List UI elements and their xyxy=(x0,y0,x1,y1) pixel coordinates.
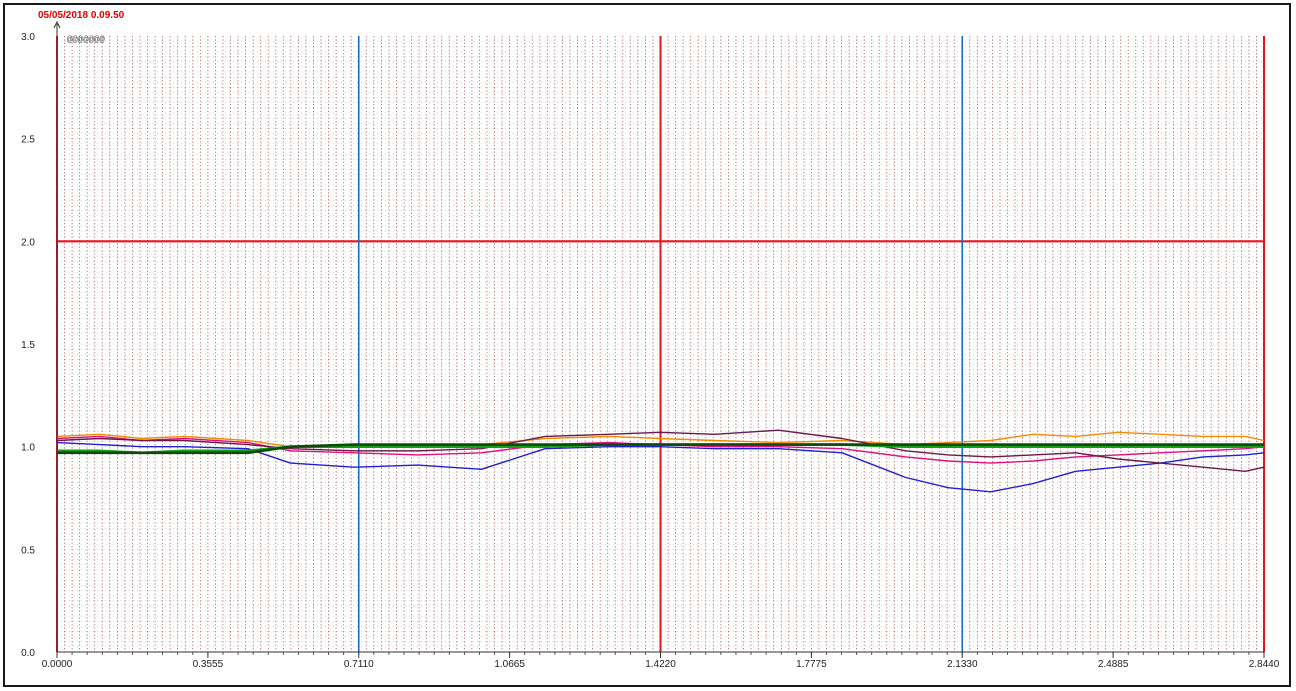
x-tick-label: 1.7775 xyxy=(796,659,827,670)
series-line-3 xyxy=(56,441,1265,493)
series-line-2 xyxy=(56,435,1265,464)
timestamp-label: 05/05/2018 0.09.50 xyxy=(38,10,125,21)
series-line-6 xyxy=(57,443,1264,455)
line-chart: 0.0000 0.3555 0.7110 1.0665 1.4220 1.7775 2.13… xyxy=(21,10,1280,670)
y-tick-label: 2.0 xyxy=(21,237,35,248)
x-tick-label: 0.3555 xyxy=(193,659,224,670)
chart-frame: 0.0000 0.3555 0.7110 1.0665 1.4220 1.7775 2.13… xyxy=(3,3,1291,687)
y-tick-label: 2.5 xyxy=(21,135,35,146)
legend-marker: @@@@@@@ xyxy=(67,35,105,45)
grid-layer xyxy=(57,36,1264,652)
x-tick-label: 0.0000 xyxy=(42,659,73,670)
series-line-1 xyxy=(56,431,1265,448)
y-tick-label: 0.0 xyxy=(21,648,35,659)
y-tick-label: 1.5 xyxy=(21,340,35,351)
x-tick-label: 1.0665 xyxy=(494,659,525,670)
series-line-4 xyxy=(56,429,1265,472)
x-tick-label: 0.7110 xyxy=(344,659,374,670)
y-tick-label: 0.5 xyxy=(21,545,35,556)
x-tick-label: 1.4220 xyxy=(645,659,676,670)
x-tick-label: 2.4885 xyxy=(1098,659,1129,670)
series-layer xyxy=(56,429,1265,493)
tick-labels: 0.0000 0.3555 0.7110 1.0665 1.4220 1.7775 2.13… xyxy=(21,32,1280,670)
x-tick-label: 2.8440 xyxy=(1249,659,1280,670)
axis-layer xyxy=(53,20,1265,658)
y-axis-arrow-icon xyxy=(53,20,61,29)
x-tick-label: 2.1330 xyxy=(947,659,978,670)
y-tick-label: 1.0 xyxy=(21,443,35,454)
y-tick-label: 3.0 xyxy=(21,32,35,43)
